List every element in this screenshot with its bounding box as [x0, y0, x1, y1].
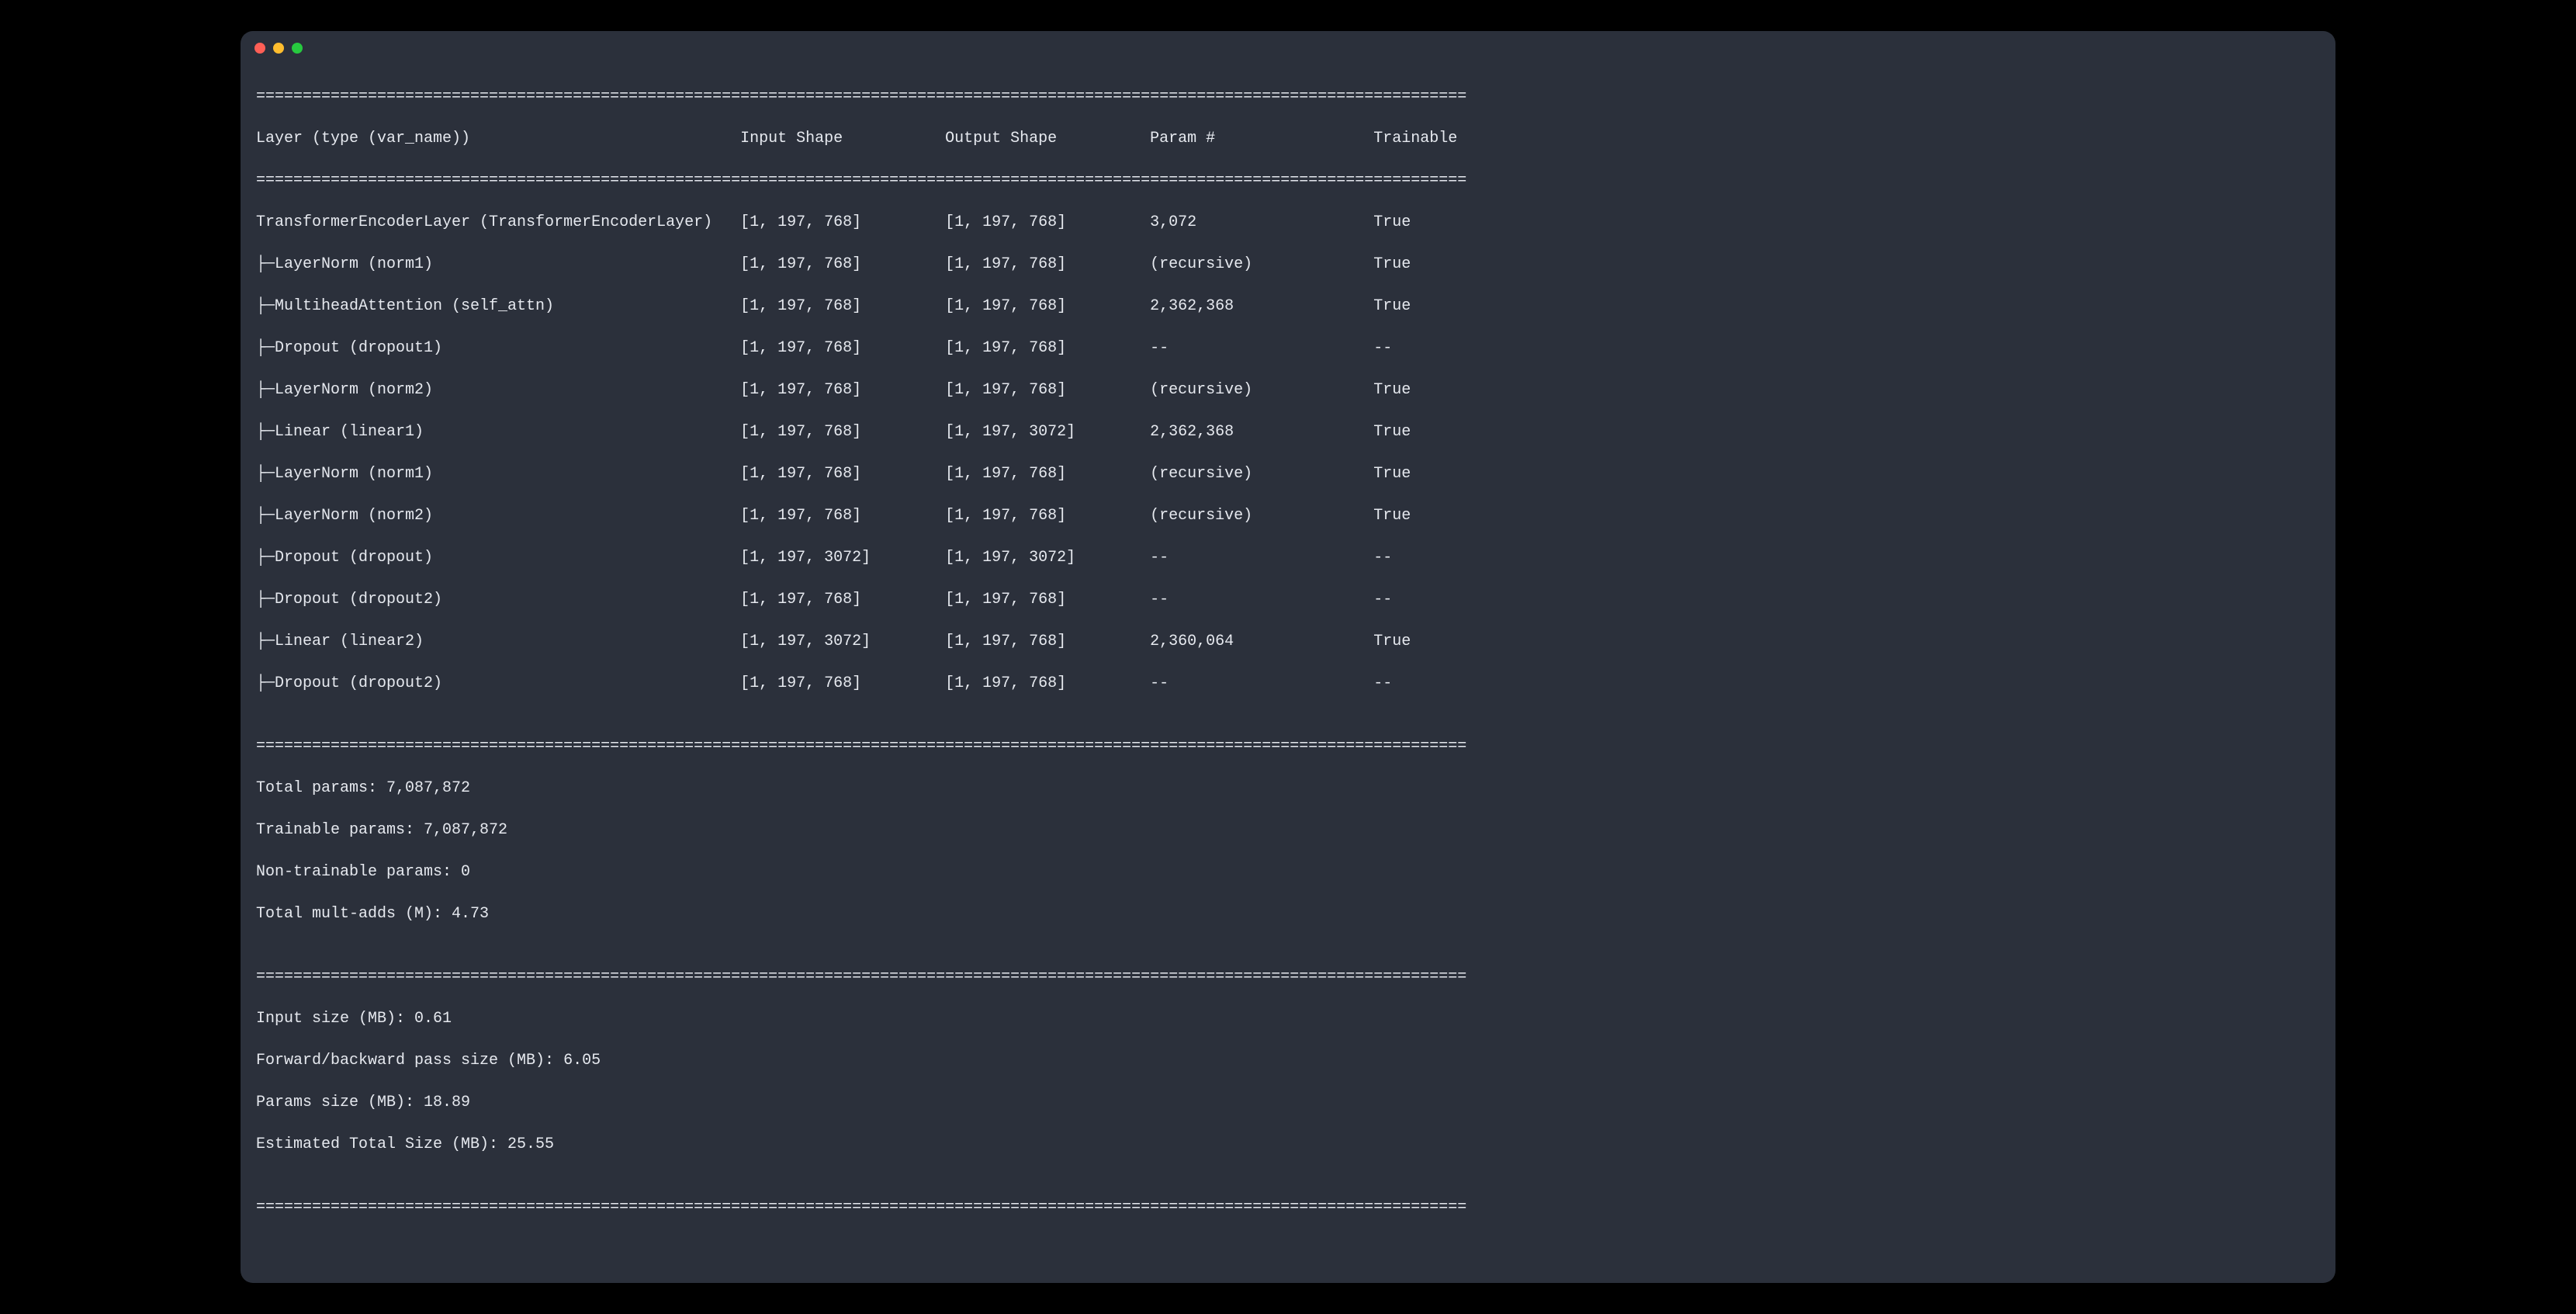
- close-icon[interactable]: [254, 43, 265, 54]
- table-row: ├─Dropout (dropout2)[1, 197, 768][1, 197…: [256, 589, 2320, 610]
- header-input-shape: Input Shape: [740, 128, 945, 149]
- cell-trainable: True: [1373, 463, 1466, 484]
- cell-output-shape: [1, 197, 768]: [945, 380, 1150, 400]
- summary-line: Params size (MB): 18.89: [256, 1092, 2320, 1113]
- cell-trainable: True: [1373, 296, 1466, 317]
- cell-param: 2,362,368: [1150, 296, 1373, 317]
- table-row: ├─Linear (linear1)[1, 197, 768][1, 197, …: [256, 421, 2320, 442]
- cell-layer: ├─Dropout (dropout2): [256, 589, 740, 610]
- cell-layer: ├─Linear (linear2): [256, 631, 740, 652]
- summary-line: Estimated Total Size (MB): 25.55: [256, 1134, 2320, 1155]
- cell-input-shape: [1, 197, 768]: [740, 338, 945, 359]
- table-row: ├─Dropout (dropout1)[1, 197, 768][1, 197…: [256, 338, 2320, 359]
- cell-layer: ├─LayerNorm (norm1): [256, 463, 740, 484]
- cell-param: (recursive): [1150, 505, 1373, 526]
- cell-layer: ├─LayerNorm (norm2): [256, 505, 740, 526]
- header-layer: Layer (type (var_name)): [256, 128, 740, 149]
- cell-param: (recursive): [1150, 463, 1373, 484]
- cell-layer: ├─Dropout (dropout2): [256, 673, 740, 694]
- cell-output-shape: [1, 197, 768]: [945, 338, 1150, 359]
- terminal-window: ========================================…: [241, 31, 2335, 1283]
- cell-trainable: --: [1373, 338, 1466, 359]
- cell-trainable: True: [1373, 421, 1466, 442]
- cell-input-shape: [1, 197, 3072]: [740, 631, 945, 652]
- cell-trainable: True: [1373, 505, 1466, 526]
- table-row: ├─LayerNorm (norm2)[1, 197, 768][1, 197,…: [256, 380, 2320, 400]
- cell-param: 3,072: [1150, 212, 1373, 233]
- cell-layer: ├─Dropout (dropout1): [256, 338, 740, 359]
- cell-param: 2,362,368: [1150, 421, 1373, 442]
- table-row: ├─Dropout (dropout2)[1, 197, 768][1, 197…: [256, 673, 2320, 694]
- cell-layer: TransformerEncoderLayer (TransformerEnco…: [256, 212, 740, 233]
- cell-output-shape: [1, 197, 768]: [945, 505, 1150, 526]
- cell-output-shape: [1, 197, 768]: [945, 296, 1150, 317]
- cell-trainable: True: [1373, 631, 1466, 652]
- minimize-icon[interactable]: [273, 43, 284, 54]
- cell-output-shape: [1, 197, 768]: [945, 212, 1150, 233]
- cell-param: --: [1150, 589, 1373, 610]
- zoom-icon[interactable]: [292, 43, 303, 54]
- cell-param: (recursive): [1150, 380, 1373, 400]
- terminal-output: ========================================…: [241, 65, 2335, 1260]
- cell-param: --: [1150, 338, 1373, 359]
- cell-output-shape: [1, 197, 768]: [945, 254, 1150, 275]
- cell-trainable: True: [1373, 254, 1466, 275]
- cell-param: --: [1150, 673, 1373, 694]
- table-row: ├─LayerNorm (norm1)[1, 197, 768][1, 197,…: [256, 254, 2320, 275]
- summary-line: Total mult-adds (M): 4.73: [256, 903, 2320, 924]
- cell-output-shape: [1, 197, 768]: [945, 463, 1150, 484]
- cell-output-shape: [1, 197, 3072]: [945, 547, 1150, 568]
- cell-output-shape: [1, 197, 768]: [945, 589, 1150, 610]
- window-titlebar: [241, 31, 2335, 65]
- cell-input-shape: [1, 197, 768]: [740, 463, 945, 484]
- cell-trainable: True: [1373, 380, 1466, 400]
- cell-input-shape: [1, 197, 3072]: [740, 547, 945, 568]
- cell-input-shape: [1, 197, 768]: [740, 421, 945, 442]
- cell-layer: ├─Dropout (dropout): [256, 547, 740, 568]
- table-row: ├─Linear (linear2)[1, 197, 3072][1, 197,…: [256, 631, 2320, 652]
- cell-output-shape: [1, 197, 768]: [945, 673, 1150, 694]
- cell-input-shape: [1, 197, 768]: [740, 673, 945, 694]
- table-row: ├─MultiheadAttention (self_attn)[1, 197,…: [256, 296, 2320, 317]
- ruler-bottom: ========================================…: [256, 1197, 2320, 1218]
- cell-trainable: --: [1373, 673, 1466, 694]
- cell-output-shape: [1, 197, 3072]: [945, 421, 1150, 442]
- cell-input-shape: [1, 197, 768]: [740, 296, 945, 317]
- cell-input-shape: [1, 197, 768]: [740, 589, 945, 610]
- cell-layer: ├─LayerNorm (norm1): [256, 254, 740, 275]
- summary-line: Non-trainable params: 0: [256, 862, 2320, 882]
- header-param: Param #: [1150, 128, 1373, 149]
- cell-trainable: --: [1373, 547, 1466, 568]
- summary-line: Input size (MB): 0.61: [256, 1008, 2320, 1029]
- cell-layer: ├─MultiheadAttention (self_attn): [256, 296, 740, 317]
- cell-trainable: --: [1373, 589, 1466, 610]
- cell-output-shape: [1, 197, 768]: [945, 631, 1150, 652]
- table-row: ├─LayerNorm (norm2)[1, 197, 768][1, 197,…: [256, 505, 2320, 526]
- cell-input-shape: [1, 197, 768]: [740, 380, 945, 400]
- header-trainable: Trainable: [1373, 128, 1466, 149]
- cell-param: (recursive): [1150, 254, 1373, 275]
- cell-layer: ├─Linear (linear1): [256, 421, 740, 442]
- summary-line: Trainable params: 7,087,872: [256, 820, 2320, 841]
- cell-layer: ├─LayerNorm (norm2): [256, 380, 740, 400]
- cell-param: --: [1150, 547, 1373, 568]
- ruler-mid-1: ========================================…: [256, 736, 2320, 757]
- table-header-row: Layer (type (var_name))Input ShapeOutput…: [256, 128, 2320, 149]
- summary-line: Forward/backward pass size (MB): 6.05: [256, 1050, 2320, 1071]
- cell-input-shape: [1, 197, 768]: [740, 212, 945, 233]
- table-row: TransformerEncoderLayer (TransformerEnco…: [256, 212, 2320, 233]
- cell-param: 2,360,064: [1150, 631, 1373, 652]
- ruler-top: ========================================…: [256, 86, 2320, 107]
- table-row: ├─Dropout (dropout)[1, 197, 3072][1, 197…: [256, 547, 2320, 568]
- cell-trainable: True: [1373, 212, 1466, 233]
- ruler-mid-2: ========================================…: [256, 966, 2320, 987]
- cell-input-shape: [1, 197, 768]: [740, 254, 945, 275]
- header-output-shape: Output Shape: [945, 128, 1150, 149]
- ruler-header: ========================================…: [256, 170, 2320, 191]
- summary-line: Total params: 7,087,872: [256, 778, 2320, 799]
- cell-input-shape: [1, 197, 768]: [740, 505, 945, 526]
- table-row: ├─LayerNorm (norm1)[1, 197, 768][1, 197,…: [256, 463, 2320, 484]
